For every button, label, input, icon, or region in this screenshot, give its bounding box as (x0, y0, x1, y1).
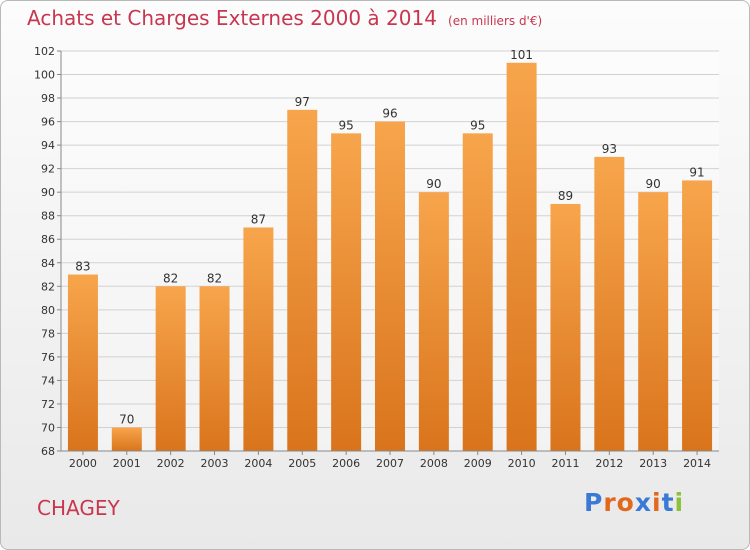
x-tick-label: 2002 (157, 457, 185, 470)
proxiti-logo: Proxiti (584, 488, 684, 517)
bars: 83 70 82 82 87 97 95 96 90 95 101 89 93 90 91 (67, 48, 713, 452)
bar (594, 156, 625, 451)
y-tick-label: 80 (41, 304, 55, 317)
x-tick-label: 2003 (201, 457, 229, 470)
y-tick-label: 100 (34, 69, 55, 82)
bar (199, 286, 230, 451)
y-tick-label: 82 (41, 280, 55, 293)
bar (67, 274, 98, 451)
x-tick-label: 2014 (683, 457, 711, 470)
bar (462, 133, 493, 451)
bar (375, 121, 405, 452)
y-tick-label: 78 (41, 327, 55, 340)
bar-value-label: 95 (338, 118, 353, 132)
y-tick-label: 88 (41, 210, 55, 223)
x-tick-label: 2011 (551, 457, 579, 470)
logo-letter: o (616, 488, 635, 517)
x-tick-label: 2005 (288, 457, 316, 470)
x-tick-label: 2012 (595, 457, 623, 470)
bar (155, 286, 186, 451)
x-tick-label: 2009 (464, 457, 492, 470)
bar-value-label: 82 (163, 271, 178, 285)
logo-letter: i (674, 488, 685, 517)
title-row: Achats et Charges Externes 2000 à 2014 (… (27, 6, 542, 30)
x-tick-label: 2008 (420, 457, 448, 470)
bar-value-label: 90 (646, 177, 661, 191)
bar (418, 192, 449, 452)
bar (506, 62, 537, 451)
x-tick-label: 2000 (69, 457, 97, 470)
bar (111, 427, 142, 451)
chart-title: Achats et Charges Externes 2000 à 2014 (27, 6, 437, 30)
bar-value-label: 83 (75, 260, 90, 274)
bar-value-label: 89 (558, 189, 573, 203)
y-tick-label: 86 (41, 233, 55, 246)
bar (682, 180, 713, 452)
x-tick-label: 2004 (244, 457, 272, 470)
y-tick-label: 102 (34, 45, 55, 58)
axes: 68 70 72 74 76 78 80 82 84 86 88 90 92 94 96 98 100 102 20… (34, 45, 719, 470)
bar-value-label: 96 (382, 107, 397, 121)
bar-value-label: 70 (119, 412, 134, 426)
bar (287, 109, 318, 451)
logo-letter: r (603, 488, 617, 517)
bar (550, 203, 581, 451)
y-tick-label: 74 (41, 374, 55, 387)
bar (331, 133, 362, 451)
y-tick-label: 68 (41, 445, 55, 458)
logo-letter: P (584, 488, 604, 517)
logo-letter: x (634, 488, 652, 517)
x-tick-label: 2001 (113, 457, 141, 470)
x-tick-label: 2013 (639, 457, 667, 470)
bar (638, 192, 669, 452)
bar-value-label: 95 (470, 118, 485, 132)
logo-letter: t (661, 488, 675, 517)
bar-value-label: 93 (602, 142, 617, 156)
bar-value-label: 101 (510, 48, 533, 62)
commune-name: CHAGEY (37, 496, 120, 520)
y-tick-label: 90 (41, 186, 55, 199)
x-tick-label: 2010 (508, 457, 536, 470)
y-tick-label: 84 (41, 257, 55, 270)
bar-value-label: 97 (295, 95, 310, 109)
chart-subtitle: (en milliers d'€) (448, 14, 543, 28)
x-tick-label: 2006 (332, 457, 360, 470)
y-tick-label: 72 (41, 398, 55, 411)
bar-value-label: 91 (689, 165, 704, 179)
bar-value-label: 87 (251, 212, 266, 226)
y-tick-label: 94 (41, 139, 55, 152)
y-tick-label: 70 (41, 421, 55, 434)
y-tick-label: 76 (41, 351, 55, 364)
bar-value-label: 82 (207, 271, 222, 285)
y-tick-label: 96 (41, 116, 55, 129)
bar-value-label: 90 (426, 177, 441, 191)
y-tick-label: 98 (41, 92, 55, 105)
y-tick-label: 92 (41, 163, 55, 176)
logo-letter: i (652, 488, 662, 517)
bar (243, 227, 274, 451)
x-tick-label: 2007 (376, 457, 404, 470)
